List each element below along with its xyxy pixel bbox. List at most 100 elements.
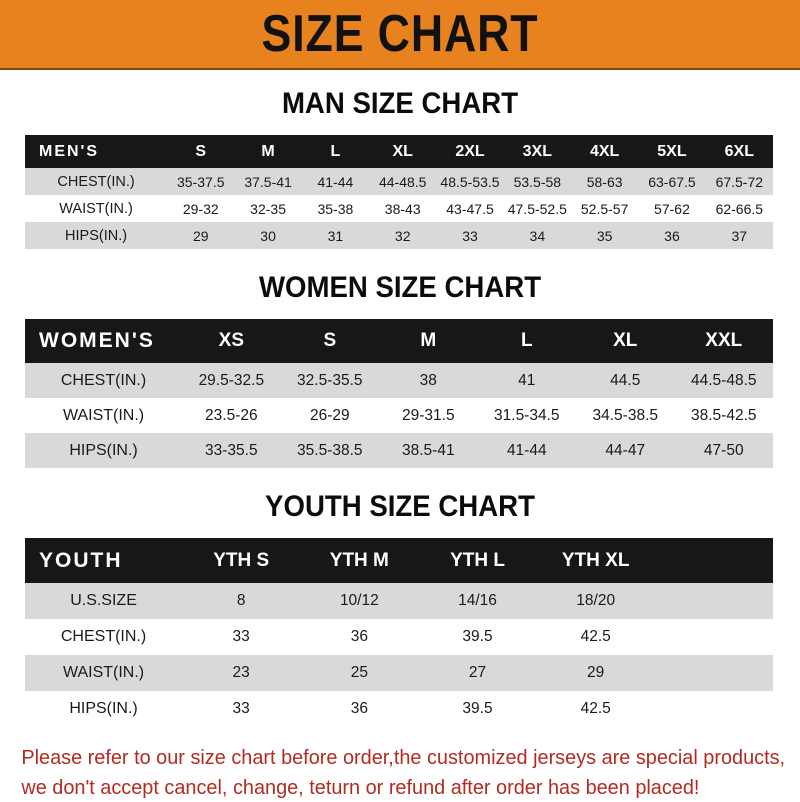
- youth-table-body: U.S.SIZE 8 10/12 14/16 18/20 CHEST(IN.) 33 36 39…: [25, 583, 773, 727]
- measurement-value: 47.5-52.5: [507, 200, 567, 217]
- size-column-header: XXL: [705, 330, 743, 351]
- size-column-header: L: [330, 142, 341, 160]
- measurement-value: 41: [518, 371, 536, 389]
- size-column-header-empty: [655, 538, 773, 583]
- measurement-value: 47-50: [703, 441, 744, 459]
- page-title: SIZE CHART: [261, 5, 539, 63]
- measurement-value-empty: [655, 655, 773, 691]
- measurement-value: 48.5-53.5: [440, 173, 500, 190]
- table-row: WAIST(IN.) 23 25 27 29: [25, 655, 773, 691]
- women-header-row: WOMEN'S XS S M L XL XXL: [25, 319, 773, 363]
- size-column-header: 4XL: [589, 142, 620, 160]
- women-row-header-label: WOMEN'S: [39, 329, 155, 352]
- men-section-title: MAN SIZE CHART: [281, 87, 519, 120]
- measurement-value: 31.5-34.5: [494, 406, 560, 424]
- table-row: WAIST(IN.) 29-32 32-35 35-38 38-43 43-47.5 47.…: [25, 195, 773, 222]
- measurement-value: 29: [587, 664, 605, 681]
- measurement-label: HIPS(IN.): [69, 441, 138, 459]
- measurement-value: 27: [468, 664, 487, 681]
- measurement-value: 37.5-41: [244, 173, 292, 190]
- measurement-value: 30: [260, 227, 276, 244]
- women-table-header: WOMEN'S XS S M L XL XXL: [25, 319, 773, 363]
- measurement-value: 67.5-72: [715, 173, 764, 190]
- size-column-header: 5XL: [657, 142, 687, 160]
- measurement-value: 32.5-35.5: [297, 371, 363, 389]
- men-size-section: MAN SIZE CHART MEN'S S M L XL 2XL 3XL 4XL 5XL 6XL…: [0, 87, 800, 249]
- measurement-value-empty: [655, 619, 773, 655]
- measurement-value: 29-31.5: [402, 406, 455, 424]
- measurement-value-empty: [655, 691, 773, 727]
- size-column-header: YTH L: [450, 549, 505, 571]
- measurement-value: 42.5: [580, 700, 611, 717]
- measurement-value: 53.5-58: [513, 173, 562, 190]
- measurement-value: 23: [232, 664, 250, 681]
- table-row: CHEST(IN.) 33 36 39.5 42.5: [25, 619, 773, 655]
- youth-table-header: YOUTH YTH S YTH M YTH L YTH XL: [25, 538, 773, 583]
- measurement-value: 26-29: [309, 406, 350, 424]
- measurement-value: 36: [664, 227, 680, 244]
- women-size-table: WOMEN'S XS S M L XL XXL CHEST(IN.) 29.5-32.5 32.…: [25, 319, 773, 468]
- table-row: U.S.SIZE 8 10/12 14/16 18/20: [25, 583, 773, 619]
- measurement-value: 34: [529, 227, 546, 244]
- measurement-value: 31: [327, 227, 344, 244]
- table-row: HIPS(IN.) 33 36 39.5 42.5: [25, 691, 773, 727]
- measurement-value: 39.5: [462, 628, 493, 645]
- women-table-body: CHEST(IN.) 29.5-32.5 32.5-35.5 38 41 44.5 44.5…: [25, 363, 773, 468]
- size-column-header: YTH XL: [561, 549, 630, 571]
- size-column-header: S: [323, 330, 337, 351]
- size-column-header: XS: [218, 330, 244, 351]
- men-header-row: MEN'S S M L XL 2XL 3XL 4XL 5XL 6XL: [25, 135, 773, 168]
- youth-row-header-label: YOUTH: [39, 548, 123, 572]
- measurement-value: 42.5: [580, 628, 611, 645]
- measurement-value: 41-44: [506, 441, 547, 459]
- measurement-value: 44-47: [605, 441, 646, 459]
- size-column-header: M: [420, 330, 437, 351]
- measurement-value: 43-47.5: [446, 200, 494, 217]
- measurement-label: WAIST(IN.): [62, 406, 145, 424]
- measurement-label: U.S.SIZE: [70, 592, 137, 609]
- size-column-header: L: [520, 330, 533, 351]
- size-column-header: YTH S: [213, 549, 270, 571]
- measurement-value: 23.5-26: [205, 406, 258, 424]
- measurement-label: CHEST(IN.): [57, 173, 135, 190]
- measurement-value: 44-48.5: [378, 173, 427, 190]
- men-row-header-label: MEN'S: [39, 142, 100, 160]
- size-column-header: 6XL: [724, 142, 754, 160]
- measurement-value: 41-44: [317, 173, 354, 190]
- measurement-value: 33: [462, 227, 478, 244]
- size-chart-body: MAN SIZE CHART MEN'S S M L XL 2XL 3XL 4XL 5XL 6XL…: [0, 87, 800, 802]
- measurement-value: 33: [232, 700, 250, 717]
- measurement-value: 44.5: [610, 371, 641, 389]
- measurement-value: 35-38: [317, 200, 354, 217]
- table-row: CHEST(IN.) 35-37.5 37.5-41 41-44 44-48.5 48.5…: [25, 168, 773, 195]
- measurement-value: 57-62: [654, 200, 690, 217]
- women-section-title: WOMEN SIZE CHART: [258, 271, 542, 304]
- size-chart-banner: SIZE CHART: [0, 0, 800, 70]
- measurement-value: 32-35: [250, 200, 286, 217]
- men-table-body: CHEST(IN.) 35-37.5 37.5-41 41-44 44-48.5 48.5…: [25, 168, 773, 249]
- measurement-value: 14/16: [458, 592, 497, 609]
- youth-size-section: YOUTH SIZE CHART YOUTH YTH S YTH M YTH L YTH…: [0, 490, 800, 727]
- size-column-header: M: [261, 142, 275, 160]
- youth-header-row: YOUTH YTH S YTH M YTH L YTH XL: [25, 538, 773, 583]
- measurement-label: WAIST(IN.): [59, 200, 133, 217]
- measurement-value: 33: [232, 628, 250, 645]
- measurement-value: 38.5-41: [402, 441, 455, 459]
- measurement-value: 38-43: [384, 200, 421, 217]
- order-policy-notice: Please refer to our size chart before or…: [0, 743, 785, 802]
- measurement-value: 63-67.5: [648, 173, 696, 190]
- measurement-value: 33-35.5: [205, 441, 258, 459]
- size-column-header: S: [195, 142, 207, 160]
- size-column-header: 3XL: [522, 142, 552, 160]
- measurement-value: 25: [350, 664, 368, 681]
- size-column-header: YTH M: [329, 549, 389, 571]
- table-row: CHEST(IN.) 29.5-32.5 32.5-35.5 38 41 44.5 44.5…: [25, 363, 773, 398]
- size-column-header: XL: [613, 330, 638, 351]
- measurement-value: 34.5-38.5: [592, 406, 659, 424]
- measurement-value: 58-63: [586, 173, 623, 190]
- table-row: HIPS(IN.) 29 30 31 32 33 34 35 36 37: [25, 222, 773, 249]
- measurement-value: 8: [236, 592, 246, 609]
- women-size-section: WOMEN SIZE CHART WOMEN'S XS S M L XL XXL CHEST…: [0, 271, 800, 468]
- table-row: WAIST(IN.) 23.5-26 26-29 29-31.5 31.5-34.5 34…: [25, 398, 773, 433]
- measurement-label: CHEST(IN.): [60, 628, 147, 645]
